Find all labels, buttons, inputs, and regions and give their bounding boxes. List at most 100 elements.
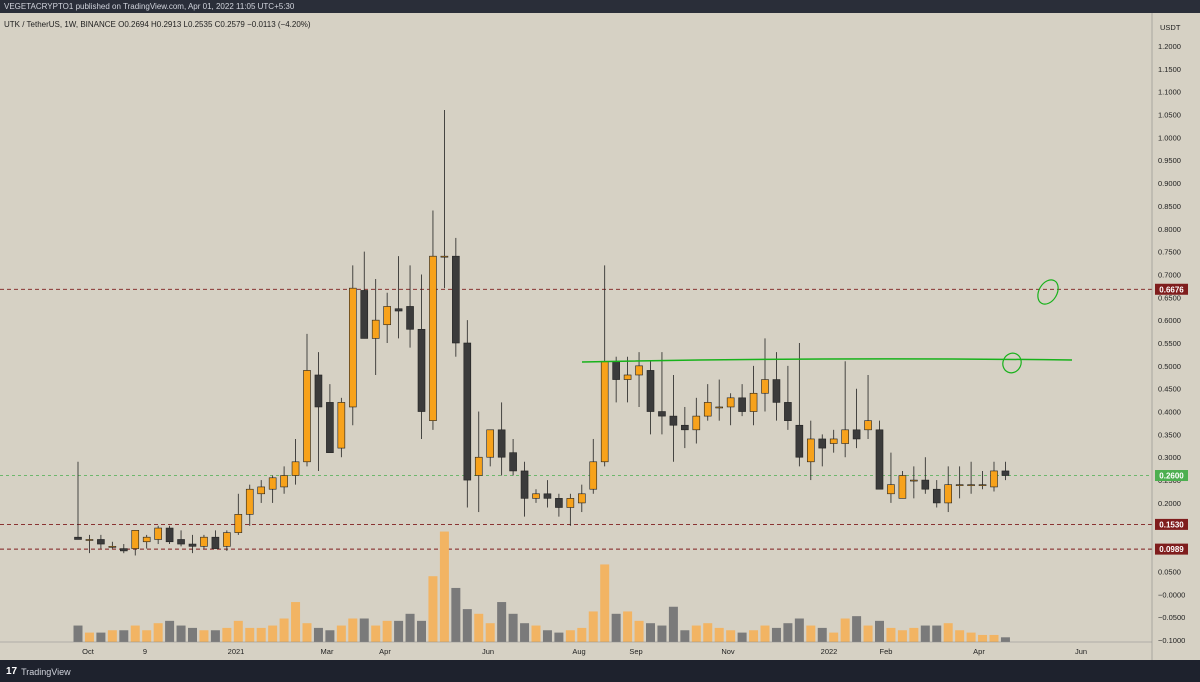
volume-bar (279, 618, 289, 642)
volume-bar (611, 613, 621, 642)
candle-body[interactable] (223, 532, 231, 547)
candle-body[interactable] (692, 415, 701, 431)
candle-body[interactable] (887, 484, 895, 495)
candle-body[interactable] (211, 536, 220, 549)
candle-body[interactable] (177, 539, 185, 545)
candle-body[interactable] (280, 475, 288, 488)
candle-body[interactable] (806, 438, 815, 463)
time-tick-label: Apr (379, 647, 391, 656)
chart-area[interactable] (0, 13, 1200, 660)
candle-body[interactable] (784, 402, 792, 421)
candle-body[interactable] (337, 402, 346, 449)
candle-body[interactable] (165, 527, 174, 543)
candle-body[interactable] (715, 406, 724, 409)
candle-body[interactable] (532, 493, 540, 499)
candle-body[interactable] (108, 546, 117, 548)
volume-bar (256, 627, 266, 642)
candle-body[interactable] (245, 488, 254, 515)
candle-body[interactable] (188, 543, 197, 547)
candle-body[interactable] (452, 255, 460, 344)
candle-body[interactable] (726, 397, 735, 408)
candle-body[interactable] (600, 360, 609, 463)
candle-body[interactable] (967, 484, 975, 486)
candle-body[interactable] (944, 484, 953, 504)
candle-body[interactable] (852, 429, 861, 440)
candle-body[interactable] (589, 461, 598, 490)
volume-bar (199, 630, 209, 642)
candle-body[interactable] (910, 479, 918, 482)
candle-body[interactable] (623, 374, 632, 380)
candle-body[interactable] (864, 420, 872, 431)
candle-body[interactable] (566, 498, 575, 508)
candle-body[interactable] (131, 530, 140, 549)
candle-body[interactable] (818, 438, 827, 449)
candle-body[interactable] (646, 370, 655, 412)
candle-body[interactable] (658, 411, 666, 417)
candle-body[interactable] (474, 456, 483, 476)
candle-body[interactable] (612, 360, 620, 380)
candle-body[interactable] (85, 539, 94, 541)
price-tick-label: 0.9500 (1158, 156, 1181, 165)
candle-body[interactable] (440, 255, 449, 258)
candle-body[interactable] (520, 470, 529, 499)
candle-body[interactable] (681, 424, 689, 431)
volume-bar (794, 618, 804, 642)
candle-body[interactable] (795, 424, 804, 458)
candle-body[interactable] (990, 470, 998, 488)
price-tick-label: 0.7500 (1158, 248, 1181, 257)
candle-body[interactable] (921, 479, 930, 490)
candle-body[interactable] (761, 379, 769, 394)
candle-body[interactable] (829, 438, 838, 444)
candle-body[interactable] (326, 402, 334, 453)
candle-body[interactable] (703, 402, 712, 417)
candle-body[interactable] (635, 365, 643, 376)
candle-body[interactable] (497, 429, 506, 458)
candle-body[interactable] (303, 370, 311, 463)
candle-body[interactable] (406, 306, 414, 330)
candle-body[interactable] (1001, 470, 1010, 476)
candle-body[interactable] (669, 415, 678, 426)
candle-body[interactable] (898, 475, 907, 499)
candle-body[interactable] (291, 461, 300, 476)
candle-body[interactable] (314, 374, 323, 408)
candle-body[interactable] (875, 429, 884, 490)
candle-body[interactable] (577, 493, 586, 504)
annotation-circle-upper (1037, 279, 1059, 305)
candle-body[interactable] (371, 319, 380, 339)
candle-body[interactable] (978, 484, 987, 486)
candle-body[interactable] (142, 536, 151, 543)
candle-body[interactable] (749, 392, 758, 412)
candle-body[interactable] (772, 379, 781, 403)
candle-body[interactable] (955, 484, 964, 486)
candle-body[interactable] (383, 306, 391, 326)
candle-body[interactable] (200, 536, 208, 547)
candle-body[interactable] (348, 287, 357, 408)
tradingview-logo[interactable]: 17 TradingView (6, 666, 71, 677)
candle-body[interactable] (543, 493, 552, 499)
candle-body[interactable] (74, 536, 82, 540)
candle-body[interactable] (97, 539, 105, 545)
candle-body[interactable] (394, 308, 403, 312)
level-badge (1155, 518, 1188, 530)
candle-body[interactable] (360, 290, 369, 339)
candle-body[interactable] (738, 397, 746, 412)
candle-body[interactable] (932, 488, 941, 504)
candle-body[interactable] (268, 477, 277, 490)
candle-body[interactable] (486, 429, 495, 458)
candle-body[interactable] (257, 486, 266, 495)
candle-body[interactable] (154, 527, 162, 540)
candle-body[interactable] (509, 452, 517, 472)
candle-body[interactable] (120, 548, 128, 552)
volume-bar (348, 618, 358, 642)
candle-body[interactable] (841, 429, 849, 444)
candle-body[interactable] (555, 498, 563, 508)
candle-body[interactable] (234, 514, 243, 533)
volume-bar (165, 620, 175, 642)
price-tick-label: 0.8000 (1158, 225, 1181, 234)
candle-body[interactable] (417, 328, 426, 412)
volume-bar (153, 623, 163, 642)
volume-bar (119, 630, 129, 642)
candle-body[interactable] (429, 255, 437, 421)
candle-body[interactable] (463, 342, 472, 481)
